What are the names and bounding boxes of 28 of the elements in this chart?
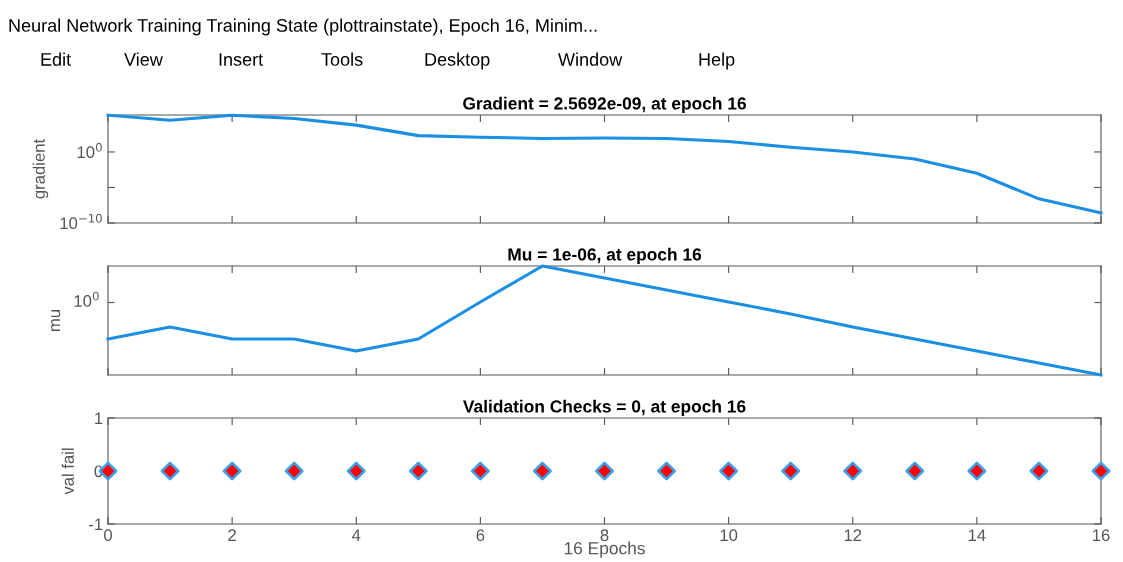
text: Neural Network Training Training State (plottrainstate), Epoch 16, Minim...: [9, 18, 597, 36]
text: Insert: [219, 53, 264, 66]
x-tick-label: 8: [600, 529, 609, 542]
y-axis-title: gradient: [32, 139, 49, 199]
y-axis-title: mu: [51, 310, 61, 331]
x-tick-label: 0: [104, 529, 112, 542]
text: Window: [558, 52, 623, 66]
x-tick-label: 2: [228, 529, 236, 541]
text: Desktop: [425, 52, 490, 70]
chart-title: Validation Checks = 0, at epoch 16: [463, 399, 746, 417]
text: Help: [699, 52, 735, 70]
text: View: [124, 52, 163, 66]
x-tick-label: 14: [968, 529, 986, 541]
chart-title: Mu = 1e-06, at epoch 16: [508, 247, 702, 265]
y-tick-label: 1: [95, 412, 103, 425]
text: Tools: [321, 52, 363, 66]
x-tick-label: 12: [844, 529, 862, 541]
y-tick-label: 10$^{−10}$: [60, 213, 102, 230]
x-tick-label: 10: [720, 529, 738, 542]
text: Edit: [41, 52, 71, 66]
y-tick-label: 10$^{0}$: [77, 142, 102, 159]
chart-title: Gradient = 2.5692e-09, at epoch 16: [463, 96, 746, 114]
x-tick-label: 16: [1093, 529, 1110, 542]
y-tick-label: -1: [89, 518, 103, 531]
x-tick-label: 6: [476, 529, 485, 542]
x-tick-label: 4: [352, 529, 361, 541]
x-axis-title: 16 Epochs: [564, 541, 645, 558]
y-axis-title: val fail: [61, 448, 74, 495]
